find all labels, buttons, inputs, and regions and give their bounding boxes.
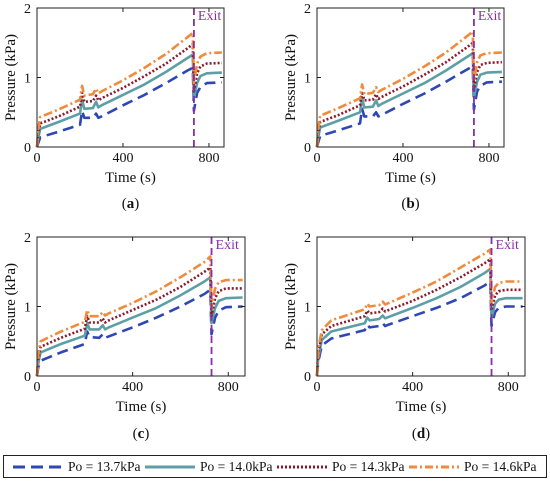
legend-swatch-14-3	[277, 465, 327, 469]
x-tick-label: 0	[314, 151, 321, 166]
series-line-3	[315, 257, 523, 377]
x-axis-label: Time (s)	[385, 170, 436, 186]
y-tick-label: 2	[24, 2, 31, 17]
series-line-1	[315, 65, 502, 148]
legend-label-14-3: Po = 14.3kPa	[332, 459, 405, 474]
exit-label: Exit	[478, 9, 501, 24]
series-line-2	[35, 53, 222, 148]
y-tick-label: 0	[304, 141, 311, 156]
panel-label: (d)	[412, 426, 430, 442]
x-tick-label: 0	[34, 380, 41, 395]
series-line-2	[35, 276, 243, 377]
panel-label: (b)	[401, 196, 419, 212]
series-line-3	[35, 266, 243, 377]
series-line-1	[35, 66, 222, 148]
x-tick-label: 0	[34, 151, 41, 166]
y-tick-label: 1	[24, 72, 31, 87]
legend-item-14-6: Po = 14.6kPa	[408, 458, 537, 476]
series-line-4	[35, 255, 243, 377]
series-line-3	[315, 41, 502, 148]
legend-swatch-13-7	[13, 465, 63, 469]
y-axis-label: Pressure (kPa)	[283, 263, 299, 350]
legend-item-13-7: Po = 13.7kPa	[12, 458, 141, 476]
y-tick-label: 1	[24, 301, 31, 316]
y-tick-label: 1	[304, 301, 311, 316]
x-axis-label: Time (s)	[396, 399, 447, 415]
x-tick-label: 400	[402, 380, 423, 395]
y-tick-label: 2	[304, 2, 311, 17]
panel-label: (a)	[122, 196, 140, 212]
series-line-2	[315, 51, 502, 148]
plot-frame	[316, 7, 505, 148]
panel-label: (c)	[133, 426, 150, 442]
exit-label: Exit	[198, 9, 221, 24]
legend-label-14-6: Po = 14.6kPa	[464, 459, 537, 474]
series-line-3	[35, 42, 222, 148]
x-tick-label: 800	[198, 151, 219, 166]
y-tick-label: 0	[24, 370, 31, 385]
plot-frame	[36, 7, 225, 148]
y-axis-label: Pressure (kPa)	[3, 263, 19, 350]
x-tick-label: 0	[314, 380, 321, 395]
series-line-1	[35, 288, 243, 377]
series-line-1	[315, 280, 523, 377]
x-tick-label: 400	[392, 151, 413, 166]
legend-item-14-0: Po = 14.0kPa	[144, 458, 273, 476]
series-line-4	[315, 30, 502, 148]
x-axis-label: Time (s)	[116, 399, 167, 415]
y-tick-label: 2	[304, 231, 311, 246]
y-tick-label: 0	[24, 141, 31, 156]
x-axis-label: Time (s)	[105, 170, 156, 186]
chart-panel-3: Exit 0 400 800 0 1 2 Time (s) Pressure (kPa) (c)	[3, 231, 246, 442]
series-line-4	[35, 31, 222, 148]
legend-item-14-3: Po = 14.3kPa	[276, 458, 405, 476]
chart-panel-1: Exit 0 400 800 0 1 2 Time (s) Pressure (kPa) (a)	[3, 2, 225, 212]
chart-panel-2: Exit 0 400 800 0 1 2 Time (s) Pressure (kPa) (b)	[283, 2, 505, 212]
series-line-4	[315, 248, 523, 377]
plot-frame	[36, 236, 246, 377]
y-tick-label: 0	[304, 370, 311, 385]
legend-label-14-0: Po = 14.0kPa	[200, 459, 273, 474]
exit-label: Exit	[216, 238, 239, 253]
y-axis-label: Pressure (kPa)	[283, 34, 299, 121]
legend-label-13-7: Po = 13.7kPa	[68, 459, 141, 474]
x-tick-label: 800	[218, 380, 239, 395]
x-tick-label: 800	[478, 151, 499, 166]
x-tick-label: 400	[122, 380, 143, 395]
legend-swatch-14-0	[145, 465, 195, 469]
exit-label: Exit	[496, 238, 519, 253]
y-tick-label: 1	[304, 72, 311, 87]
legend: Po = 13.7kPa Po = 14.0kPa Po = 14.3kPa P…	[3, 455, 547, 478]
series-line-2	[315, 267, 523, 377]
legend-swatch-14-6	[409, 465, 459, 469]
chart-panel-4: Exit 0 400 800 0 1 2 Time (s) Pressure (kPa) (d)	[283, 231, 526, 442]
x-tick-label: 800	[498, 380, 519, 395]
y-tick-label: 2	[24, 231, 31, 246]
x-tick-label: 400	[112, 151, 133, 166]
y-axis-label: Pressure (kPa)	[3, 34, 19, 121]
